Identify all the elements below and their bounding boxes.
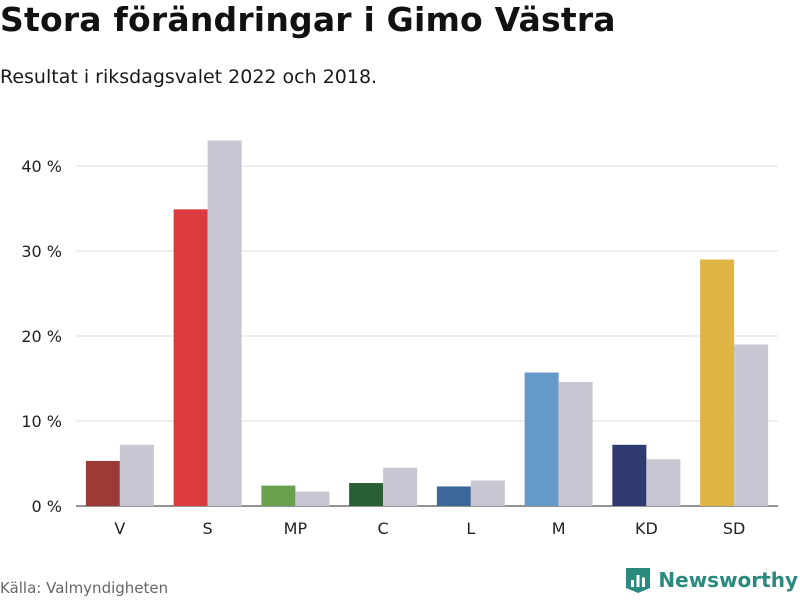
bar-2018-l xyxy=(470,480,505,506)
x-tick-label: L xyxy=(466,519,475,538)
bar-2018-sd xyxy=(734,344,769,506)
chart-title: Stora förändringar i Gimo Västra xyxy=(0,0,616,39)
bar-2022-mp xyxy=(261,485,296,506)
bar-2018-mp xyxy=(295,491,330,506)
x-tick-label: SD xyxy=(723,519,745,538)
x-tick-label: MP xyxy=(284,519,308,538)
bar-2022-l xyxy=(436,486,471,506)
y-tick-label: 30 % xyxy=(21,242,62,261)
bar-2018-kd xyxy=(646,459,681,506)
y-tick-label: 0 % xyxy=(32,497,62,516)
bar-2022-sd xyxy=(700,259,735,506)
bar-2018-s xyxy=(207,140,242,506)
bar-2022-m xyxy=(524,372,559,506)
brand-name: Newsworthy xyxy=(658,568,798,592)
x-tick-label: M xyxy=(552,519,566,538)
bar-2022-s xyxy=(173,209,208,506)
x-tick-label: C xyxy=(378,519,389,538)
y-tick-label: 10 % xyxy=(21,412,62,431)
x-tick-label: V xyxy=(114,519,125,538)
bar-2018-v xyxy=(119,444,154,506)
bar-chart-logo-icon xyxy=(626,568,651,593)
axis-labels: 0 % 10 % 20 % 30 % 40 % V S MP C L M KD SD xyxy=(21,157,745,538)
source-note: Källa: Valmyndigheten xyxy=(0,579,169,597)
x-tick-label: S xyxy=(203,519,213,538)
bar-2022-c xyxy=(349,483,384,506)
bar-2022-kd xyxy=(612,444,647,506)
y-tick-label: 40 % xyxy=(21,157,62,176)
chart-subtitle: Resultat i riksdagsvalet 2022 och 2018. xyxy=(0,66,378,88)
bars xyxy=(85,140,769,506)
x-tick-label: KD xyxy=(635,519,658,538)
brand-logo: Newsworthy xyxy=(624,566,798,594)
bar-2018-c xyxy=(383,467,418,506)
bar-2018-m xyxy=(558,381,593,506)
y-tick-label: 20 % xyxy=(21,327,62,346)
bar-2022-v xyxy=(85,460,120,506)
